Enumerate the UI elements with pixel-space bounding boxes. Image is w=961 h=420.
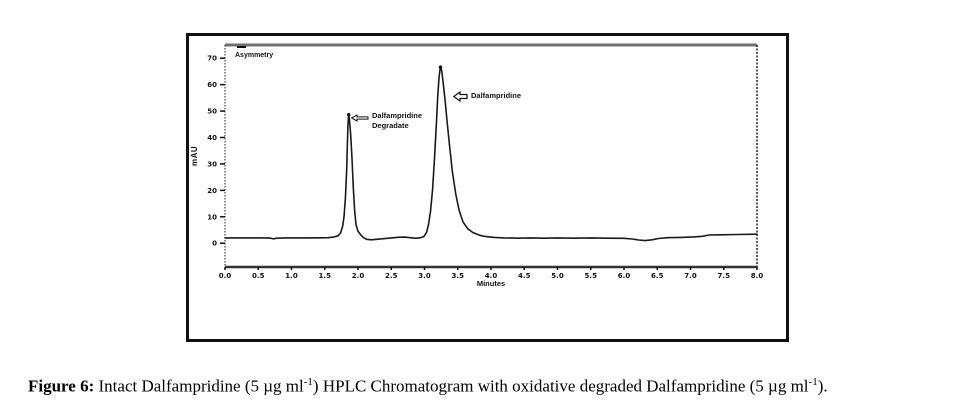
caption-text: ) HPLC Chromatogram with oxidative degra… bbox=[312, 376, 809, 396]
peak-apex-marker bbox=[438, 65, 443, 69]
x-tick-label: 4.0 bbox=[485, 272, 498, 280]
x-tick-label: 2.0 bbox=[352, 272, 365, 280]
x-tick-label: 4.5 bbox=[518, 272, 531, 280]
y-axis-title: mAU bbox=[190, 145, 199, 167]
y-tick-label: 10 bbox=[207, 213, 217, 221]
annotation-text: Dalfampridine bbox=[471, 91, 521, 101]
y-tick-label: 60 bbox=[207, 81, 217, 89]
legend-label: Asymmetry bbox=[235, 52, 274, 59]
annotation-dalfampridine-degradate: Dalfampridine Degradate bbox=[351, 111, 422, 131]
y-tick-label: 20 bbox=[207, 187, 217, 195]
left-arrow-icon bbox=[351, 114, 369, 122]
caption-figure-label: Figure 6: bbox=[28, 376, 95, 396]
caption-text: Intact Dalfampridine (5 µg ml bbox=[94, 376, 304, 396]
x-tick-label: 0.5 bbox=[252, 272, 265, 280]
x-tick-label: 5.5 bbox=[585, 272, 598, 280]
x-tick-label: 7.0 bbox=[684, 272, 697, 280]
x-tick-label: 6.0 bbox=[618, 272, 631, 280]
y-tick-label: 40 bbox=[207, 134, 217, 142]
x-tick-label: 0.0 bbox=[219, 272, 232, 280]
caption-superscript: -1 bbox=[808, 376, 818, 388]
annotation-line1: Dalfampridine bbox=[372, 111, 423, 120]
legend: Asymmetry bbox=[235, 46, 273, 59]
x-tick-label: 2.5 bbox=[385, 272, 398, 280]
legend-line-marker bbox=[237, 46, 246, 48]
chromatogram-figure-box: 0 10 20 30 40 50 60 70 0.0 0.5 1.0 1.5 2.0 2.5 3.0 3.5 4… bbox=[186, 33, 789, 342]
caption-superscript: -1 bbox=[303, 376, 313, 388]
annotation-line2: Degradate bbox=[372, 121, 409, 130]
annotation-dalfampridine: Dalfampridine bbox=[453, 91, 521, 102]
chromatogram-trace bbox=[224, 65, 758, 242]
x-tick-label: 1.5 bbox=[319, 272, 332, 280]
y-tick-label: 70 bbox=[207, 55, 217, 63]
x-axis-title: Minutes bbox=[476, 279, 506, 288]
y-tick-label: 0 bbox=[212, 240, 217, 248]
y-tick-label: 30 bbox=[207, 160, 217, 168]
left-open-arrow-icon bbox=[453, 91, 468, 102]
caption-text: ). bbox=[817, 376, 828, 396]
x-tick-label: 3.0 bbox=[418, 272, 431, 280]
figure-caption: Figure 6: Intact Dalfampridine (5 µg ml-… bbox=[28, 376, 948, 397]
x-tick-label: 8.0 bbox=[751, 272, 764, 280]
peak-apex-marker bbox=[346, 113, 351, 117]
x-tick-label: 3.5 bbox=[452, 272, 465, 280]
y-tick-label: 50 bbox=[207, 108, 217, 116]
chromatogram-plot: 0 10 20 30 40 50 60 70 0.0 0.5 1.0 1.5 2.0 2.5 3.0 3.5 4… bbox=[207, 43, 764, 280]
annotation-line1: Dalfampridine bbox=[471, 91, 522, 100]
x-tick-label: 1.0 bbox=[285, 272, 298, 280]
annotation-text: Dalfampridine Degradate bbox=[372, 111, 422, 131]
x-tick-label: 6.5 bbox=[651, 272, 664, 280]
x-tick-label: 7.5 bbox=[718, 272, 731, 280]
x-tick-label: 5.0 bbox=[551, 272, 564, 280]
